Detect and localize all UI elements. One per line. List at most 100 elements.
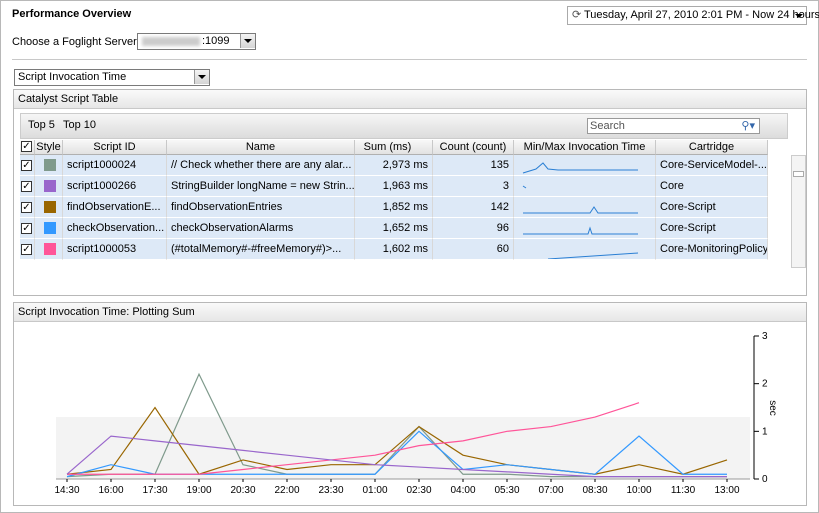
sparkline — [518, 155, 656, 176]
cell — [514, 218, 656, 239]
column-header[interactable]: Script ID — [63, 140, 167, 155]
x-tick-label: 22:00 — [274, 485, 299, 496]
redacted — [142, 37, 200, 46]
column-header[interactable]: Style — [35, 140, 63, 155]
x-tick-label: 08:30 — [582, 485, 607, 496]
server-value: :1099 — [202, 35, 230, 47]
cell: Core-Script — [656, 197, 768, 218]
time-range: Tuesday, April 27, 2010 2:01 PM - Now 24… — [584, 9, 819, 21]
x-tick-label: 01:00 — [362, 485, 387, 496]
checkbox[interactable]: ✓ — [21, 181, 32, 192]
checkbox[interactable]: ✓ — [21, 160, 32, 171]
x-tick-label: 16:00 — [98, 485, 123, 496]
cell: checkObservationAlarms — [167, 218, 355, 239]
x-tick-label: 07:00 — [538, 485, 563, 496]
cell: script1000053 — [63, 239, 167, 260]
server-label: Choose a Foglight Server — [12, 36, 137, 48]
cell: ✓ — [20, 176, 35, 197]
cell — [35, 218, 63, 239]
sparkline — [518, 176, 656, 197]
metric-value: Script Invocation Time — [18, 71, 126, 83]
style-swatch — [44, 243, 56, 255]
x-tick-label: 17:30 — [142, 485, 167, 496]
panel-header: Catalyst Script Table — [14, 90, 806, 109]
x-tick-label: 14:30 — [54, 485, 79, 496]
cell: script1000266 — [63, 176, 167, 197]
cell: 1,652 ms — [355, 218, 433, 239]
metric-select[interactable]: Script Invocation Time — [14, 69, 210, 86]
page-title: Performance Overview — [12, 8, 131, 20]
checkbox[interactable]: ✓ — [21, 141, 32, 152]
cell: // Check whether there are any alar... — [167, 155, 355, 176]
column-header[interactable]: Count (count) — [433, 140, 514, 155]
search-placeholder: Search — [590, 120, 625, 132]
search-box[interactable]: Search ⚲▾ — [587, 118, 760, 134]
cell: 2,973 ms — [355, 155, 433, 176]
clock-icon: ⟳ — [572, 7, 581, 24]
scrollbar[interactable] — [791, 155, 806, 268]
x-tick-label: 19:00 — [186, 485, 211, 496]
cell: 96 — [433, 218, 514, 239]
cell: ✓ — [20, 155, 35, 176]
search-icon: ⚲▾ — [741, 119, 755, 133]
cell — [35, 176, 63, 197]
sparkline — [518, 239, 656, 260]
x-tick-label: 11:30 — [671, 485, 696, 496]
panel-title: Script Invocation Time: Plotting Sum — [18, 306, 195, 318]
dropdown-arrow — [792, 9, 806, 23]
cell — [514, 176, 656, 197]
cell: findObservationE... — [63, 197, 167, 218]
tab[interactable]: Top 10 — [63, 119, 96, 131]
cell: findObservationEntries — [167, 197, 355, 218]
divider — [12, 59, 807, 60]
y-tick-label: 3 — [762, 331, 768, 342]
style-swatch — [44, 180, 56, 192]
cell — [35, 155, 63, 176]
sparkline — [518, 218, 656, 239]
y-axis-label: sec — [767, 400, 778, 416]
cell: 142 — [433, 197, 514, 218]
cell: Core-MonitoringPolicy — [656, 239, 768, 260]
x-tick-label: 02:30 — [406, 485, 431, 496]
cell: Core-ServiceModel-... — [656, 155, 768, 176]
column-header[interactable]: Sum (ms) — [355, 140, 433, 155]
style-swatch — [44, 159, 56, 171]
x-tick-label: 13:00 — [714, 485, 739, 496]
header-cell[interactable]: ✓ — [20, 140, 35, 155]
cell — [514, 155, 656, 176]
cell: (#totalMemory#-#freeMemory#)>... — [167, 239, 355, 260]
cell: 135 — [433, 155, 514, 176]
checkbox[interactable]: ✓ — [21, 244, 32, 255]
column-header[interactable]: Min/Max Invocation Time — [514, 140, 656, 155]
checkbox[interactable]: ✓ — [21, 202, 32, 213]
band — [56, 417, 750, 479]
scroll-thumb — [793, 171, 804, 177]
x-tick-label: 10:00 — [626, 485, 651, 496]
cell: checkObservation... — [63, 218, 167, 239]
column-header[interactable]: Name — [167, 140, 355, 155]
tab[interactable]: Top 5 — [28, 119, 55, 131]
server-select[interactable]: :1099 — [137, 33, 256, 50]
x-tick-label: 05:30 — [494, 485, 519, 496]
cell: 3 — [433, 176, 514, 197]
checkbox[interactable]: ✓ — [21, 223, 32, 234]
y-tick-label: 1 — [762, 426, 768, 437]
cell — [35, 197, 63, 218]
column-header[interactable]: Cartridge — [656, 140, 768, 155]
cell: ✓ — [20, 218, 35, 239]
panel-title: Catalyst Script Table — [18, 93, 118, 105]
cell — [514, 197, 656, 218]
x-tick-label: 20:30 — [230, 485, 255, 496]
cell: 1,602 ms — [355, 239, 433, 260]
time-range-picker[interactable]: Tuesday, April 27, 2010 2:01 PM - Now 24… — [567, 6, 807, 25]
cell: 1,852 ms — [355, 197, 433, 218]
dropdown-arrow — [194, 70, 209, 84]
cell — [35, 239, 63, 260]
cell — [514, 239, 656, 260]
dropdown-arrow — [240, 34, 255, 48]
cell: script1000024 — [63, 155, 167, 176]
cell: StringBuilder longName = new Strin... — [167, 176, 355, 197]
x-tick-label: 23:30 — [318, 485, 343, 496]
plot: 0123sec14:3016:0017:3019:0020:3022:0023:… — [14, 321, 806, 505]
